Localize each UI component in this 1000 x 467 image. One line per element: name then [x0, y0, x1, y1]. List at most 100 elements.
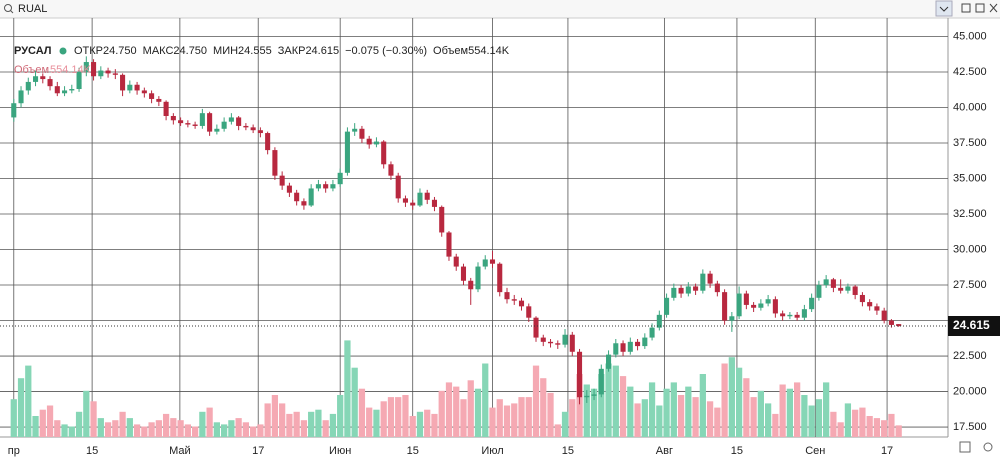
volume-bar [525, 397, 532, 437]
search-text[interactable]: RUAL [18, 3, 47, 15]
volume-bar [554, 424, 561, 437]
settings-icon[interactable] [959, 441, 971, 453]
candle-body [40, 76, 46, 80]
maximize-icon[interactable] [975, 3, 985, 13]
candle-body [112, 73, 118, 75]
candle-body [221, 121, 227, 129]
volume-bar [518, 397, 525, 437]
volume-bar [286, 413, 293, 437]
candle-body [395, 175, 401, 199]
candle-body [562, 334, 568, 345]
volume-bar [583, 384, 590, 437]
search-icon[interactable] [4, 4, 12, 12]
candle-body [265, 133, 271, 151]
volume-bar [10, 399, 17, 437]
candle-body [352, 128, 358, 132]
candle-body [881, 310, 887, 321]
volume-bar [409, 416, 416, 437]
candle-body [156, 98, 162, 102]
x-tick-label: 15 [86, 445, 98, 457]
close-icon[interactable] [989, 3, 998, 13]
candle-body [794, 314, 800, 318]
candle-body [838, 287, 844, 291]
candle-body [678, 287, 684, 294]
volume-bar [482, 363, 489, 437]
candle-body [149, 93, 155, 99]
candle-body [642, 337, 648, 347]
candle-body [11, 103, 17, 118]
volume-bar [547, 392, 554, 437]
volume-bar [532, 365, 540, 437]
volume-bar [895, 425, 902, 437]
candle-body [25, 81, 31, 91]
volume-bar [685, 386, 692, 437]
candle-body [482, 259, 488, 267]
candle-body [359, 128, 365, 139]
legend-item: МАКС24.750 [143, 45, 207, 57]
volume-bar [866, 416, 873, 437]
volume-bar [104, 422, 112, 437]
volume-bar [823, 382, 830, 437]
candle-body [286, 185, 292, 193]
candle-body [424, 192, 430, 200]
candle-body [743, 293, 749, 305]
candle-body [279, 175, 285, 186]
candle-body [816, 285, 822, 298]
candle-body [257, 130, 263, 134]
candle-body [569, 334, 575, 352]
volume-bar [540, 378, 547, 437]
volume-bar [308, 411, 315, 437]
volume-bar [881, 420, 888, 437]
y-tick-label: 37.500 [953, 137, 987, 149]
volume-bar [68, 426, 75, 437]
volume-bar [431, 413, 438, 437]
y-tick-label: 42.500 [953, 66, 987, 78]
candle-body [598, 368, 604, 395]
candle-body [859, 294, 865, 303]
search-icon-handle [10, 10, 14, 14]
volume-bar [663, 388, 670, 437]
gear-icon[interactable] [983, 442, 993, 452]
x-tick-label: Июл [481, 445, 503, 457]
candle-body [120, 74, 126, 91]
volume-bar [235, 418, 242, 437]
popout-icon[interactable] [961, 3, 971, 13]
candle-body [308, 188, 314, 206]
volume-bar [39, 409, 46, 437]
candle-body [228, 117, 234, 122]
volume-bar [228, 420, 235, 437]
candle-body [18, 90, 24, 104]
candle-body [366, 138, 372, 145]
top-bar [0, 0, 1000, 18]
volume-bar [199, 411, 206, 437]
volume-bar [815, 399, 823, 437]
candle-body [656, 314, 662, 328]
x-tick-label: 17 [881, 445, 893, 457]
last-price-tag [948, 316, 1000, 337]
volume-bar [97, 418, 104, 437]
candle-body [105, 70, 111, 74]
candle-body [272, 150, 278, 176]
volume-bar [598, 374, 605, 437]
legend-item: ОТКР24.750 [74, 45, 137, 57]
volume-bar [764, 403, 772, 437]
volume-bar [220, 424, 228, 437]
candle-body [830, 279, 836, 288]
candle-body [620, 343, 626, 352]
volume-bar [148, 422, 155, 437]
x-tick-label: Сен [805, 445, 825, 457]
candle-body [453, 256, 459, 267]
candle-body [243, 125, 249, 128]
volume-bar [757, 390, 764, 437]
volume-value: 554.14K [50, 64, 92, 76]
volume-bar [257, 424, 264, 437]
volume-bar [344, 340, 351, 437]
volume-bar [329, 413, 337, 437]
dropdown-button[interactable] [935, 0, 953, 17]
candle-body [540, 337, 546, 342]
volume-bar [569, 399, 576, 437]
volume-bar [852, 409, 859, 437]
legend-item: Объем554.14K [433, 45, 510, 57]
candle-body [823, 279, 829, 286]
candle-body [373, 141, 379, 145]
